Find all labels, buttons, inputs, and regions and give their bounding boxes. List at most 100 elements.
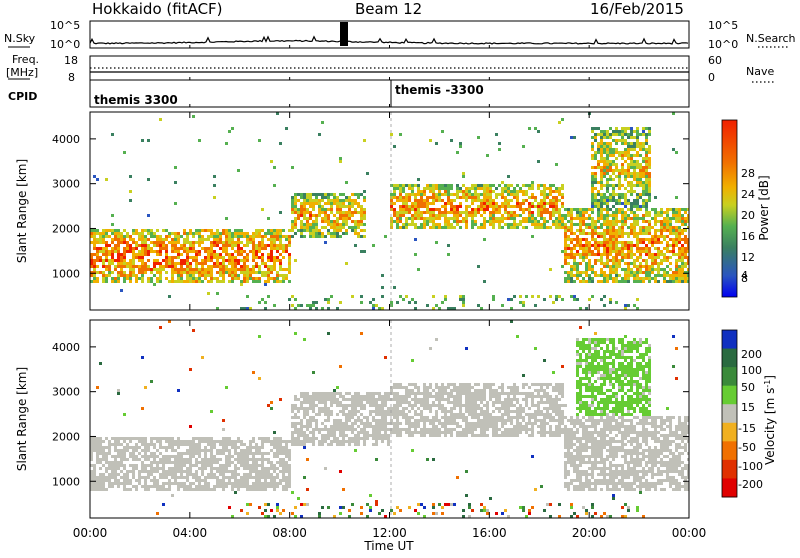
power-echo-cell (561, 187, 564, 190)
velocity-echo-cell (357, 404, 360, 407)
power-echo-cell (237, 247, 240, 250)
velocity-echo-cell (105, 446, 108, 449)
velocity-echo-cell (174, 476, 177, 479)
velocity-echo-cell (381, 404, 384, 407)
power-echo-cell (303, 235, 306, 238)
power-echo-cell (420, 202, 423, 205)
velocity-echo-cell (465, 404, 468, 407)
power-echo-cell (558, 199, 561, 202)
velocity-echo-cell (213, 476, 216, 479)
velocity-echo-cell (165, 437, 168, 440)
power-echo-cell (159, 274, 162, 277)
power-echo-cell (591, 166, 594, 169)
power-echo-cell (174, 280, 177, 283)
power-echo-cell (600, 262, 603, 265)
power-echo-cell (645, 247, 648, 250)
power-echo-cell (102, 247, 105, 250)
power-echo-cell (588, 265, 591, 268)
power-echo-cell (408, 196, 411, 199)
power-echo-cell (210, 265, 213, 268)
velocity-echo-cell (210, 410, 213, 413)
velocity-echo-cell (246, 485, 249, 488)
power-echo-cell (246, 277, 249, 280)
power-echo-cell (594, 151, 597, 154)
velocity-echo-cell (93, 437, 96, 440)
power-echo-cell (456, 217, 459, 220)
velocity-echo-cell (327, 413, 330, 416)
power-echo-cell (429, 202, 432, 205)
power-echo-cell (681, 250, 684, 253)
power-echo-cell (390, 196, 393, 199)
power-echo-cell (636, 247, 639, 250)
power-echo-cell (564, 280, 567, 283)
power-echo-cell (615, 229, 618, 232)
power-echo-cell (621, 232, 624, 235)
power-echo-cell (249, 268, 252, 271)
velocity-echo-cell (177, 389, 180, 392)
velocity-echo-cell (357, 395, 360, 398)
velocity-echo-cell (99, 476, 102, 479)
power-echo-cell (549, 199, 552, 202)
velocity-echo-cell (459, 401, 462, 404)
power-echo-cell (159, 268, 162, 271)
power-echo-cell (519, 223, 522, 226)
velocity-echo-cell (465, 494, 468, 497)
power-echo-cell (672, 211, 675, 214)
power-echo-cell (126, 250, 129, 253)
velocity-echo-cell (426, 428, 429, 431)
velocity-echo-cell (237, 473, 240, 476)
power-echo-cell (102, 271, 105, 274)
velocity-echo-cell (120, 452, 123, 455)
power-echo-cell (513, 295, 516, 298)
power-echo-cell (294, 217, 297, 220)
power-echo-cell (171, 259, 174, 262)
power-echo-cell (399, 199, 402, 202)
velocity-echo-cell (105, 437, 108, 440)
power-echo-cell (111, 232, 114, 235)
velocity-echo-cell (381, 440, 384, 443)
velocity-echo-cell (375, 500, 378, 503)
velocity-echo-cell (294, 332, 297, 335)
power-echo-cell (423, 190, 426, 193)
power-echo-cell (615, 265, 618, 268)
power-echo-cell (222, 250, 225, 253)
power-echo-cell (162, 265, 165, 268)
power-echo-cell (420, 190, 423, 193)
velocity-echo-cell (105, 455, 108, 458)
power-echo-cell (477, 136, 480, 139)
power-echo-cell (585, 271, 588, 274)
power-echo-cell (129, 262, 132, 265)
power-echo-cell (114, 244, 117, 247)
power-echo-cell (435, 208, 438, 211)
velocity-echo-cell (315, 428, 318, 431)
power-cbar-tick: 20 (741, 209, 755, 222)
velocity-echo-cell (327, 392, 330, 395)
power-echo-cell (198, 253, 201, 256)
power-echo-cell (192, 115, 195, 118)
power-echo-cell (663, 211, 666, 214)
velocity-echo-cell (471, 398, 474, 401)
power-echo-cell (117, 271, 120, 274)
power-echo-cell (216, 229, 219, 232)
velocity-echo-cell (120, 437, 123, 440)
velocity-echo-cell (156, 479, 159, 482)
velocity-echo-cell (390, 407, 393, 410)
velocity-echo-cell (168, 482, 171, 485)
velocity-echo-cell (372, 410, 375, 413)
power-echo-cell (648, 163, 651, 166)
velocity-echo-cell (390, 509, 393, 512)
power-echo-cell (600, 235, 603, 238)
velocity-echo-cell (342, 434, 345, 437)
power-echo-cell (237, 241, 240, 244)
power-echo-cell (612, 193, 615, 196)
velocity-echo-cell (300, 404, 303, 407)
power-echo-cell (618, 265, 621, 268)
velocity-echo-cell (285, 470, 288, 473)
velocity-echo-cell (312, 404, 315, 407)
power-echo-cell (108, 244, 111, 247)
velocity-echo-cell (393, 428, 396, 431)
power-echo-cell (567, 256, 570, 259)
power-echo-cell (510, 190, 513, 193)
power-echo-cell (489, 199, 492, 202)
velocity-echo-cell (411, 383, 414, 386)
